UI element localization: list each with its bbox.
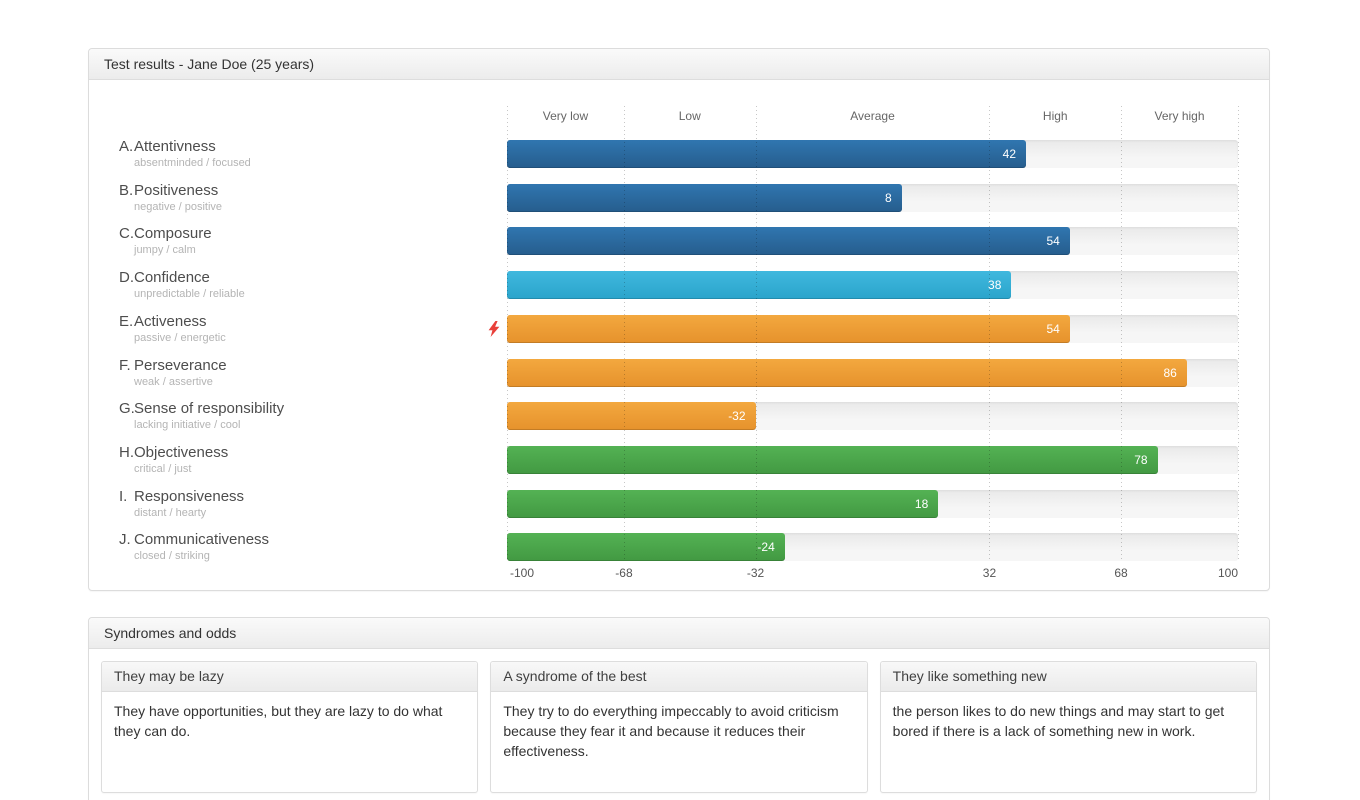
row-label: C.Composure jumpy / calm xyxy=(119,225,489,257)
bar-track: 8 xyxy=(507,183,1238,212)
row-label-subtitle: jumpy / calm xyxy=(134,244,196,257)
axis-tick-label: 100 xyxy=(1217,566,1238,580)
row-label-title: I. Responsiveness xyxy=(119,487,245,505)
axis-band-label: Average xyxy=(850,109,895,123)
bar: 42 xyxy=(507,140,1026,168)
row-label-title: H.Objectiveness xyxy=(119,443,229,461)
bar-value-label: 18 xyxy=(914,496,929,511)
bar: 54 xyxy=(507,227,1070,256)
bar-value-label: 8 xyxy=(885,190,892,205)
row-label-subtitle: critical / just xyxy=(134,462,192,475)
gridline xyxy=(1121,106,1123,562)
bar-track: -24 xyxy=(507,533,1238,562)
chart-row-labels: A.Attentivness absentminded / focused B.Po… xyxy=(119,80,489,591)
axis-band-label: Very low xyxy=(542,109,589,123)
row-label-subtitle: closed / striking xyxy=(134,550,210,563)
bar: 86 xyxy=(507,358,1187,387)
row-label: I. Responsiveness distant / hearty xyxy=(119,488,489,520)
syndrome-card-title: A syndrome of the best xyxy=(491,662,867,692)
bar-value-label: -32 xyxy=(728,409,746,424)
chart-plot-area: -100 -68 -32 32 68 100 Very low Low Average High V… xyxy=(507,80,1239,591)
bar-track: 86 xyxy=(507,358,1238,387)
row-label: E.Activeness passive / energetic xyxy=(119,313,489,345)
row-label-title: J. Communicativeness xyxy=(119,531,270,549)
bar-track: 42 xyxy=(507,140,1238,168)
bar-value-label: 38 xyxy=(988,278,1002,293)
bar: 38 xyxy=(507,271,1012,300)
test-results-panel: Test results - Jane Doe (25 years) A.Att… xyxy=(88,48,1270,591)
row-label: D.Confidence unpredictable / reliable xyxy=(119,269,489,301)
row-label-title: G.Sense of responsibility xyxy=(119,400,285,418)
syndrome-card-title: They like something new xyxy=(880,662,1256,692)
row-label: J. Communicativeness closed / striking xyxy=(119,531,489,563)
axis-tick-label: -32 xyxy=(746,566,765,580)
syndromes-panel: Syndromes and odds They may be lazy They… xyxy=(88,617,1270,800)
axis-band-label: Very high xyxy=(1154,109,1205,123)
row-label-title: E.Activeness xyxy=(119,312,207,330)
bar-track: 54 xyxy=(507,227,1238,256)
row-label: A.Attentivness absentminded / focused xyxy=(119,138,489,170)
bar-value-label: -24 xyxy=(757,540,775,555)
syndrome-card: A syndrome of the best They try to do ev… xyxy=(490,661,868,793)
bar: 78 xyxy=(507,445,1158,474)
row-label-title: F. Perseverance xyxy=(119,356,227,374)
syndrome-card-body: They have opportunities, but they are la… xyxy=(114,703,443,739)
row-label-subtitle: absentminded / focused xyxy=(134,157,251,169)
axis-band-label: Low xyxy=(678,109,701,123)
syndrome-card: They like something new the person likes… xyxy=(879,661,1257,793)
axis-tick-label: 68 xyxy=(1114,566,1128,580)
axis-tick-label: -68 xyxy=(615,566,633,580)
bar-track: 78 xyxy=(507,445,1238,474)
syndrome-card-body: the person likes to do new things and ma… xyxy=(892,703,1225,739)
axis-tick-label: -100 xyxy=(510,566,535,580)
syndrome-card-body: They try to do everything impeccably to … xyxy=(503,703,839,759)
bar-value-label: 54 xyxy=(1046,234,1060,249)
gridline xyxy=(623,106,625,562)
row-label: B.Positiveness negative / positive xyxy=(119,182,489,214)
row-label: G.Sense of responsibility lacking initiat… xyxy=(119,400,489,432)
syndromes-panel-title: Syndromes and odds xyxy=(89,618,1269,649)
bar-track: 38 xyxy=(507,271,1238,300)
bar-value-label: 54 xyxy=(1046,321,1060,336)
row-label-subtitle: distant / hearty xyxy=(134,506,207,519)
bar: 54 xyxy=(507,314,1070,343)
syndrome-card-title: They may be lazy xyxy=(102,662,478,692)
bar: -32 xyxy=(507,402,756,431)
bar-value-label: 42 xyxy=(1002,147,1016,161)
gridline xyxy=(1238,106,1239,562)
bar-track: -32 xyxy=(507,402,1238,431)
row-label-subtitle: weak / assertive xyxy=(134,375,213,388)
test-results-panel-title: Test results - Jane Doe (25 years) xyxy=(89,49,1269,80)
row-label-title: C.Composure xyxy=(119,225,212,243)
axis-tick-label: 32 xyxy=(982,566,997,580)
bar-track: 18 xyxy=(507,489,1238,518)
lightning-icon xyxy=(488,320,500,337)
row-label-subtitle: unpredictable / reliable xyxy=(134,288,245,301)
gridline xyxy=(755,106,757,562)
bar: 8 xyxy=(507,183,902,212)
gridline xyxy=(507,106,508,562)
bar-track: 54 xyxy=(507,314,1238,343)
gridline xyxy=(989,106,991,562)
row-label-title: B.Positiveness xyxy=(119,181,219,199)
row-label-subtitle: lacking initiative / cool xyxy=(134,419,241,432)
bar: -24 xyxy=(507,533,785,562)
bar-chart: A.Attentivness absentminded / focused B.Po… xyxy=(89,80,1269,591)
row-label-title: A.Attentivness xyxy=(119,138,216,155)
row-label-title: D.Confidence xyxy=(119,269,210,287)
bar-value-label: 78 xyxy=(1134,452,1148,467)
syndrome-cards: They may be lazy They have opportunities… xyxy=(89,649,1269,800)
bar-value-label: 86 xyxy=(1163,365,1177,380)
row-label-subtitle: negative / positive xyxy=(134,200,223,213)
row-label: H.Objectiveness critical / just xyxy=(119,444,489,476)
row-label: F. Perseverance weak / assertive xyxy=(119,357,489,389)
syndrome-card: They may be lazy They have opportunities… xyxy=(101,661,479,793)
axis-band-label: High xyxy=(1042,109,1068,123)
row-label-subtitle: passive / energetic xyxy=(134,331,226,344)
bar: 18 xyxy=(507,489,939,518)
